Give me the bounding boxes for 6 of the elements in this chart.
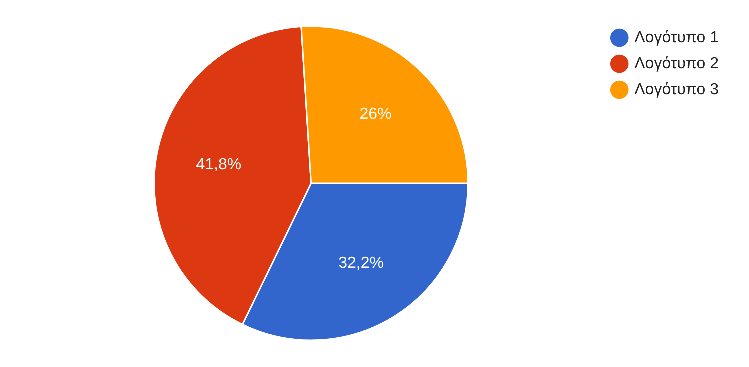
legend-label: Λογότυπο 2	[634, 55, 720, 72]
legend-label: Λογότυπο 1	[634, 29, 720, 46]
data-label: 26%	[360, 106, 392, 124]
legend-label: Λογότυπο 3	[634, 81, 720, 98]
data-label: 32,2%	[338, 254, 384, 272]
data-label: 41,8%	[196, 156, 242, 174]
